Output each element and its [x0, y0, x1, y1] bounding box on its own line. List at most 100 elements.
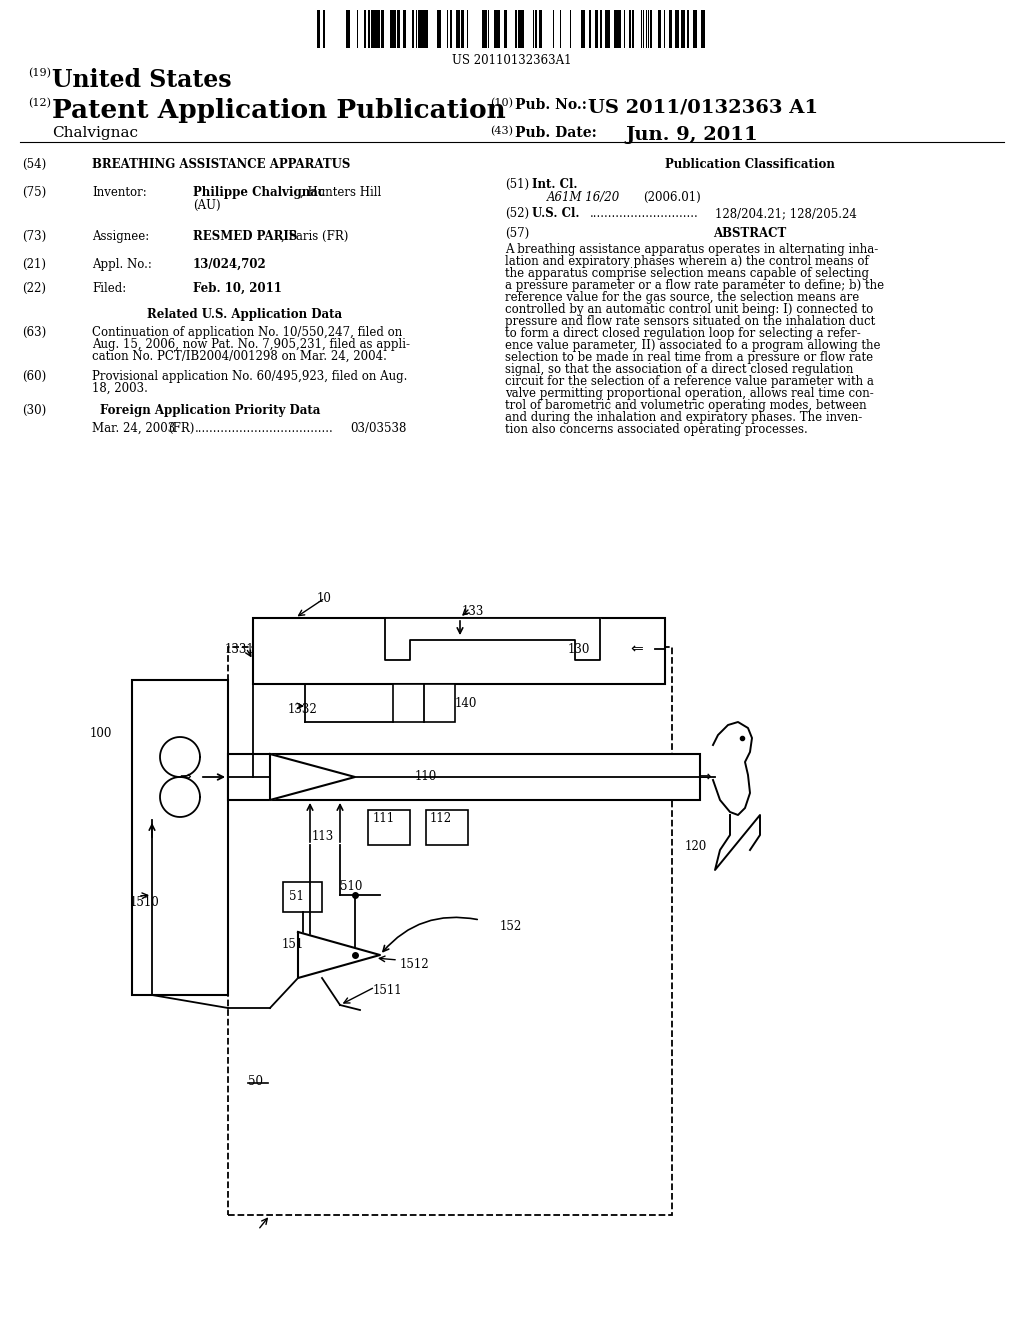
Text: valve permitting proportional operation, allows real time con-: valve permitting proportional operation,… [505, 387, 873, 400]
Text: .............................: ............................. [590, 207, 698, 220]
Text: (FR): (FR) [168, 422, 195, 436]
Text: the apparatus comprise selection means capable of selecting: the apparatus comprise selection means c… [505, 267, 869, 280]
Bar [658, 11, 662, 48]
Bar [228, 754, 700, 800]
Bar [632, 11, 634, 48]
Bar [253, 618, 665, 684]
Text: 133: 133 [462, 605, 484, 618]
Bar [494, 11, 496, 48]
Text: Int. Cl.: Int. Cl. [532, 178, 578, 191]
Text: US 2011/0132363 A1: US 2011/0132363 A1 [588, 98, 818, 116]
Text: , Paris (FR): , Paris (FR) [281, 230, 348, 243]
Bar [618, 11, 621, 48]
Text: Provisional application No. 60/495,923, filed on Aug.: Provisional application No. 60/495,923, … [92, 370, 408, 383]
Bar [426, 11, 428, 48]
Text: (73): (73) [22, 230, 46, 243]
Text: , Hunters Hill: , Hunters Hill [300, 186, 381, 199]
Text: Philippe Chalvignac: Philippe Chalvignac [193, 186, 325, 199]
Text: (21): (21) [22, 257, 46, 271]
Bar [346, 11, 349, 48]
Bar [132, 680, 228, 995]
Bar [393, 684, 455, 722]
Bar [368, 11, 370, 48]
Text: ⇐: ⇐ [630, 642, 643, 656]
Text: Chalvignac: Chalvignac [52, 125, 138, 140]
Text: BREATHING ASSISTANCE APPARATUS: BREATHING ASSISTANCE APPARATUS [92, 158, 350, 172]
Text: Appl. No.:: Appl. No.: [92, 257, 152, 271]
Text: (12): (12) [28, 98, 51, 108]
Bar [535, 11, 537, 48]
Text: 18, 2003.: 18, 2003. [92, 381, 147, 395]
Bar [397, 11, 400, 48]
Text: Continuation of application No. 10/550,247, filed on: Continuation of application No. 10/550,2… [92, 326, 402, 339]
Text: Assignee:: Assignee: [92, 230, 150, 243]
Bar [539, 11, 542, 48]
Text: 110: 110 [415, 770, 437, 783]
Text: 510: 510 [340, 880, 362, 894]
Bar [650, 11, 652, 48]
Bar [701, 11, 705, 48]
Text: Jun. 9, 2011: Jun. 9, 2011 [625, 125, 758, 144]
Bar [437, 11, 439, 48]
Bar [607, 11, 610, 48]
Text: Feb. 10, 2011: Feb. 10, 2011 [193, 282, 282, 294]
Text: ⇒: ⇒ [179, 770, 190, 784]
Bar [581, 11, 585, 48]
Text: 152: 152 [500, 920, 522, 933]
Text: 130: 130 [568, 643, 591, 656]
Text: Aug. 15, 2006, now Pat. No. 7,905,231, filed as appli-: Aug. 15, 2006, now Pat. No. 7,905,231, f… [92, 338, 410, 351]
Text: Filed:: Filed: [92, 282, 126, 294]
Bar [318, 11, 319, 48]
Text: a pressure parameter or a flow rate parameter to define; b) the: a pressure parameter or a flow rate para… [505, 279, 884, 292]
Text: (10): (10) [490, 98, 513, 108]
Bar [323, 11, 325, 48]
Bar [461, 11, 464, 48]
Bar [600, 11, 602, 48]
Bar [677, 11, 679, 48]
Text: to form a direct closed regulation loop for selecting a refer-: to form a direct closed regulation loop … [505, 327, 861, 341]
Bar [681, 11, 685, 48]
Text: 140: 140 [455, 697, 477, 710]
Text: 1331: 1331 [225, 643, 255, 656]
Text: Related U.S. Application Data: Related U.S. Application Data [147, 308, 343, 321]
Text: 1511: 1511 [373, 983, 402, 997]
Bar [418, 11, 421, 48]
Text: trol of barometric and volumetric operating modes, between: trol of barometric and volumetric operat… [505, 399, 866, 412]
Text: ABSTRACT: ABSTRACT [714, 227, 786, 240]
Text: Pub. No.:: Pub. No.: [515, 98, 587, 112]
Polygon shape [270, 754, 355, 800]
Text: and during the inhalation and expiratory phases. The inven-: and during the inhalation and expiratory… [505, 411, 862, 424]
Bar [504, 11, 507, 48]
Bar [522, 11, 524, 48]
Text: pressure and flow rate sensors situated on the inhalation duct: pressure and flow rate sensors situated … [505, 315, 876, 327]
Text: 1332: 1332 [288, 704, 317, 715]
Bar [616, 11, 618, 48]
Text: (63): (63) [22, 326, 46, 339]
Bar [368, 810, 410, 845]
Text: (19): (19) [28, 69, 51, 78]
Text: tion also concerns associated operating processes.: tion also concerns associated operating … [505, 422, 808, 436]
Text: (30): (30) [22, 404, 46, 417]
Bar [450, 11, 452, 48]
Text: 1512: 1512 [400, 958, 430, 972]
Text: (51): (51) [505, 178, 529, 191]
Text: (60): (60) [22, 370, 46, 383]
Text: Foreign Application Priority Data: Foreign Application Priority Data [99, 404, 321, 417]
Text: 111: 111 [373, 812, 395, 825]
Text: Inventor:: Inventor: [92, 186, 146, 199]
Bar [381, 11, 383, 48]
Bar [403, 11, 406, 48]
Bar [283, 882, 322, 912]
Text: controlled by an automatic control unit being: I) connected to: controlled by an automatic control unit … [505, 304, 873, 315]
Text: A breathing assistance apparatus operates in alternating inha-: A breathing assistance apparatus operate… [505, 243, 879, 256]
Bar [390, 11, 393, 48]
Text: 120: 120 [685, 840, 708, 853]
Bar [412, 11, 414, 48]
Text: (2006.01): (2006.01) [643, 191, 700, 205]
Bar [595, 11, 598, 48]
Text: US 20110132363A1: US 20110132363A1 [453, 54, 571, 67]
Text: cation No. PCT/IB2004/001298 on Mar. 24, 2004.: cation No. PCT/IB2004/001298 on Mar. 24,… [92, 350, 387, 363]
Text: (22): (22) [22, 282, 46, 294]
Bar [519, 11, 522, 48]
Text: Publication Classification: Publication Classification [665, 158, 835, 172]
